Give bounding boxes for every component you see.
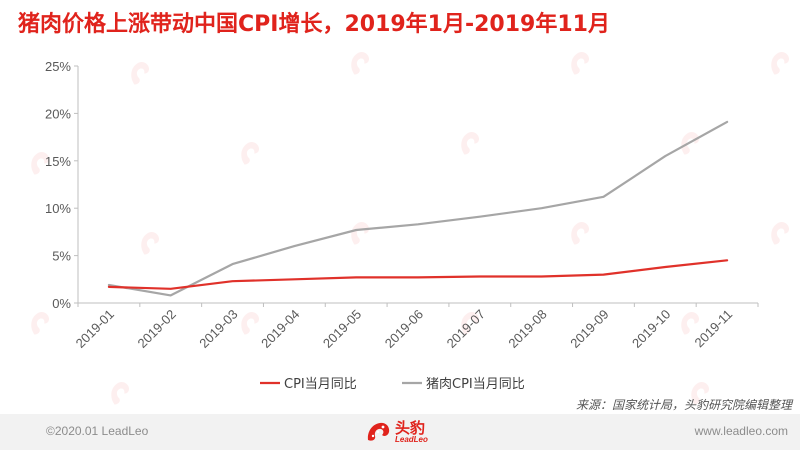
y-tick-label: 15%	[45, 154, 71, 169]
x-tick-label: 2019-09	[567, 307, 611, 351]
x-tick-label: 2019-10	[629, 307, 673, 351]
y-tick-label: 25%	[45, 59, 71, 74]
x-tick-label: 2019-02	[134, 307, 178, 351]
x-tick-label: 2019-03	[196, 307, 240, 351]
legend-label-cpi: CPI当月同比	[284, 377, 357, 392]
y-tick-label: 5%	[52, 249, 71, 264]
x-tick-label: 2019-08	[505, 307, 549, 351]
series-line-cpi	[107, 259, 729, 290]
y-tick-label: 10%	[45, 201, 71, 216]
x-tick-label: 2019-01	[73, 307, 117, 351]
footer-bar: ©2020.01 LeadLeo 头豹 LeadLeo www.leadleo.…	[0, 414, 800, 450]
leadleo-logo: 头豹 LeadLeo	[365, 418, 445, 448]
x-tick-label: 2019-06	[382, 307, 426, 351]
website-link[interactable]: www.leadleo.com	[694, 424, 788, 438]
x-tick-label: 2019-05	[320, 307, 364, 351]
legend-label-pork-cpi: 猪肉CPI当月同比	[426, 377, 525, 392]
copyright-text: ©2020.01 LeadLeo	[46, 424, 149, 438]
series-line-pork-cpi	[107, 120, 729, 297]
source-note: 来源：国家统计局，头豹研究院编辑整理	[575, 398, 792, 412]
x-tick-label: 2019-04	[258, 307, 302, 351]
logo-cn-text: 头豹	[395, 419, 426, 437]
leopard-logo-icon	[367, 422, 390, 441]
y-tick-label: 0%	[52, 296, 71, 311]
y-tick-label: 20%	[45, 106, 71, 121]
line-chart: 0% 5% 10% 15% 20% 25% 2019-01 2019-02 2019-03 201…	[45, 59, 759, 392]
logo-en-text: LeadLeo	[395, 435, 428, 444]
x-tick-label: 2019-07	[444, 307, 488, 351]
chart-title: 猪肉价格上涨带动中国CPI增长，2019年1月-2019年11月	[18, 12, 610, 37]
x-tick-label: 2019-11	[692, 307, 736, 351]
